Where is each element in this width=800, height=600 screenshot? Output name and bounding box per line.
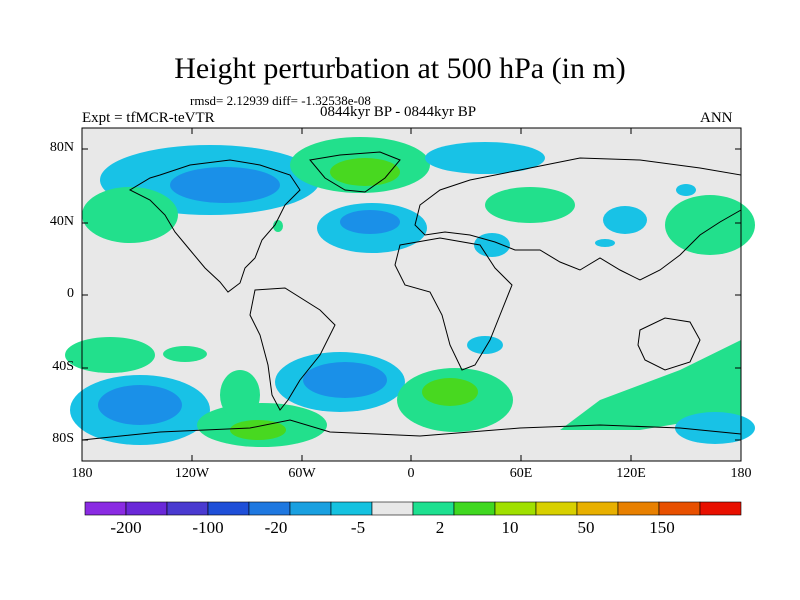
anomaly-negative bbox=[467, 336, 503, 354]
colorbar bbox=[84, 501, 742, 516]
anomaly-positive bbox=[82, 187, 178, 243]
colorbar-swatch bbox=[330, 501, 373, 516]
coastlines bbox=[81, 151, 742, 441]
colorbar-label: 50 bbox=[577, 518, 595, 537]
colorbar-swatch bbox=[617, 501, 660, 516]
anomaly-negative-core bbox=[303, 362, 387, 398]
anomaly-negative bbox=[595, 239, 615, 247]
colorbar-swatch bbox=[412, 501, 455, 516]
lon-label: 180 bbox=[71, 466, 93, 481]
coast-greenland bbox=[309, 151, 401, 193]
lon-label: 0 bbox=[407, 466, 415, 481]
lon-label: 180 bbox=[730, 466, 752, 481]
colorbar-swatch bbox=[494, 501, 537, 516]
anomaly-positive bbox=[665, 195, 755, 255]
colorbar-label: -5 bbox=[350, 518, 366, 537]
anomaly-positive bbox=[163, 346, 207, 362]
colorbar-swatch bbox=[453, 501, 496, 516]
colorbar-swatch bbox=[207, 501, 250, 516]
lon-label: 120E bbox=[616, 466, 646, 481]
anomaly-negative-core bbox=[170, 167, 280, 203]
colorbar-swatch bbox=[125, 501, 168, 516]
colorbar-swatch bbox=[535, 501, 578, 516]
map-panel bbox=[65, 127, 755, 462]
anomaly-positive bbox=[220, 370, 260, 420]
lat-label: 80N bbox=[49, 140, 74, 155]
anomaly-negative bbox=[425, 142, 545, 174]
anomaly-negative bbox=[676, 184, 696, 196]
experiment-label: Expt = tfMCR-teVTR bbox=[82, 110, 215, 126]
stats-line: rmsd= 2.12939 diff= -1.32538e-08 bbox=[190, 93, 371, 108]
lon-label: 60W bbox=[288, 466, 316, 481]
anomaly-negative-core bbox=[98, 385, 182, 425]
anomaly-positive bbox=[65, 337, 155, 373]
coast-australia bbox=[637, 317, 701, 371]
colorbar-swatch bbox=[248, 501, 291, 516]
coast-antarctica bbox=[81, 419, 742, 441]
coast-eurasia bbox=[414, 157, 742, 281]
lat-label: 40N bbox=[49, 214, 74, 229]
plot-title: Height perturbation at 500 hPa (in m) bbox=[174, 52, 626, 85]
anomaly-negative bbox=[603, 206, 647, 234]
anomaly-positive-core bbox=[422, 378, 478, 406]
anomaly-fields bbox=[65, 137, 755, 447]
anomaly-negative bbox=[675, 412, 755, 444]
lat-label: 0 bbox=[67, 286, 74, 301]
period-label: 0844kyr BP - 0844kyr BP bbox=[320, 104, 477, 120]
lon-label: 120W bbox=[174, 466, 210, 481]
lat-label: 80S bbox=[52, 431, 74, 446]
season-label: ANN bbox=[700, 110, 733, 126]
anomaly-negative-core bbox=[340, 210, 400, 234]
colorbar-label: -200 bbox=[110, 518, 142, 537]
colorbar-swatch bbox=[576, 501, 619, 516]
lon-label: 60E bbox=[509, 466, 533, 481]
colorbar-swatch bbox=[658, 501, 701, 516]
colorbar-label: -20 bbox=[264, 518, 288, 537]
colorbar-label: 2 bbox=[435, 518, 445, 537]
anomaly-positive-core bbox=[230, 420, 286, 440]
anomaly-positive bbox=[485, 187, 575, 223]
coast-south-america bbox=[249, 287, 336, 411]
colorbar-swatch bbox=[166, 501, 209, 516]
anomaly-positive-core bbox=[330, 158, 400, 186]
coast-africa bbox=[394, 237, 513, 371]
anomaly-positive bbox=[560, 340, 741, 430]
coast-north-america bbox=[128, 159, 301, 293]
lat-label: 40S bbox=[52, 359, 74, 374]
colorbar-label: -100 bbox=[192, 518, 224, 537]
colorbar-swatch bbox=[84, 501, 127, 516]
colorbar-swatch bbox=[371, 501, 414, 516]
colorbar-label: 10 bbox=[501, 518, 519, 537]
colorbar-swatch bbox=[699, 501, 742, 516]
colorbar-swatch bbox=[289, 501, 332, 516]
colorbar-label: 150 bbox=[649, 518, 675, 537]
axis-ticks bbox=[82, 128, 741, 461]
